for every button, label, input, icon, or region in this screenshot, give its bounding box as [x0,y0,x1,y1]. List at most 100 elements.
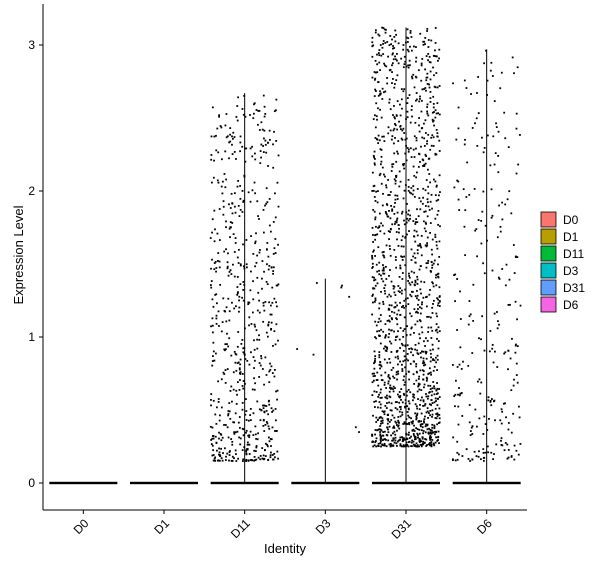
point [260,357,263,360]
point [236,362,239,365]
point [261,287,263,290]
point [400,98,403,101]
point [431,264,434,267]
point [239,150,242,153]
point [245,239,248,241]
point [438,85,441,87]
point [438,300,441,302]
point [410,326,413,329]
point [266,201,269,204]
point [408,94,411,96]
point [251,388,254,391]
point [392,426,395,429]
point [508,278,511,281]
point [436,132,439,135]
point [382,42,384,45]
point [225,306,228,309]
point [213,457,216,460]
point [414,323,417,326]
point [371,190,374,192]
point [394,301,397,304]
point [267,458,270,461]
x-axis-title: Identity [264,541,306,556]
point [274,419,277,422]
point [231,143,233,146]
point [268,301,271,304]
point [430,373,433,376]
point [518,405,520,408]
point [403,163,405,165]
point [409,218,411,220]
point [234,431,237,434]
point [413,360,416,363]
point [223,250,226,253]
point [457,127,460,130]
point [234,242,237,244]
point [212,176,215,179]
zero-points-d31 [372,481,440,485]
point [402,329,405,332]
point [388,209,390,212]
point [238,306,241,309]
point [515,172,518,175]
legend-key-d6 [540,296,557,313]
point [437,430,440,433]
point [420,443,423,446]
point [390,280,393,283]
point [263,383,265,386]
point [379,425,382,427]
point [233,307,236,310]
point [237,262,240,264]
point [426,236,429,239]
point [389,377,391,380]
point [507,146,510,149]
point [390,369,393,371]
point [419,423,422,426]
point [374,355,377,358]
point [419,95,421,98]
point [413,434,415,437]
point [264,356,267,359]
point [267,255,270,258]
point [407,213,409,216]
point [379,44,382,46]
point [391,53,394,56]
point [270,313,273,316]
point [213,240,216,243]
point [392,47,394,50]
point [211,298,214,301]
point [387,194,390,196]
point [415,442,418,445]
point [239,379,241,381]
point [380,388,382,391]
point [464,138,466,141]
point [384,444,386,447]
point [273,375,276,378]
point [406,116,409,119]
point [432,431,435,434]
point [229,390,232,392]
point [425,296,427,299]
point [262,151,265,153]
point [436,415,439,418]
point [418,383,421,386]
point [232,131,235,134]
point [420,110,423,113]
point [437,326,440,329]
point [409,293,412,296]
point [388,425,391,428]
point [429,371,432,374]
point [392,425,395,428]
point [501,218,504,221]
point [504,284,507,287]
point [438,113,441,116]
point [453,395,456,398]
point [468,300,471,302]
point [418,388,421,391]
point [270,365,273,368]
point [381,419,384,422]
point [439,225,441,228]
point [273,110,276,113]
point [435,284,438,287]
